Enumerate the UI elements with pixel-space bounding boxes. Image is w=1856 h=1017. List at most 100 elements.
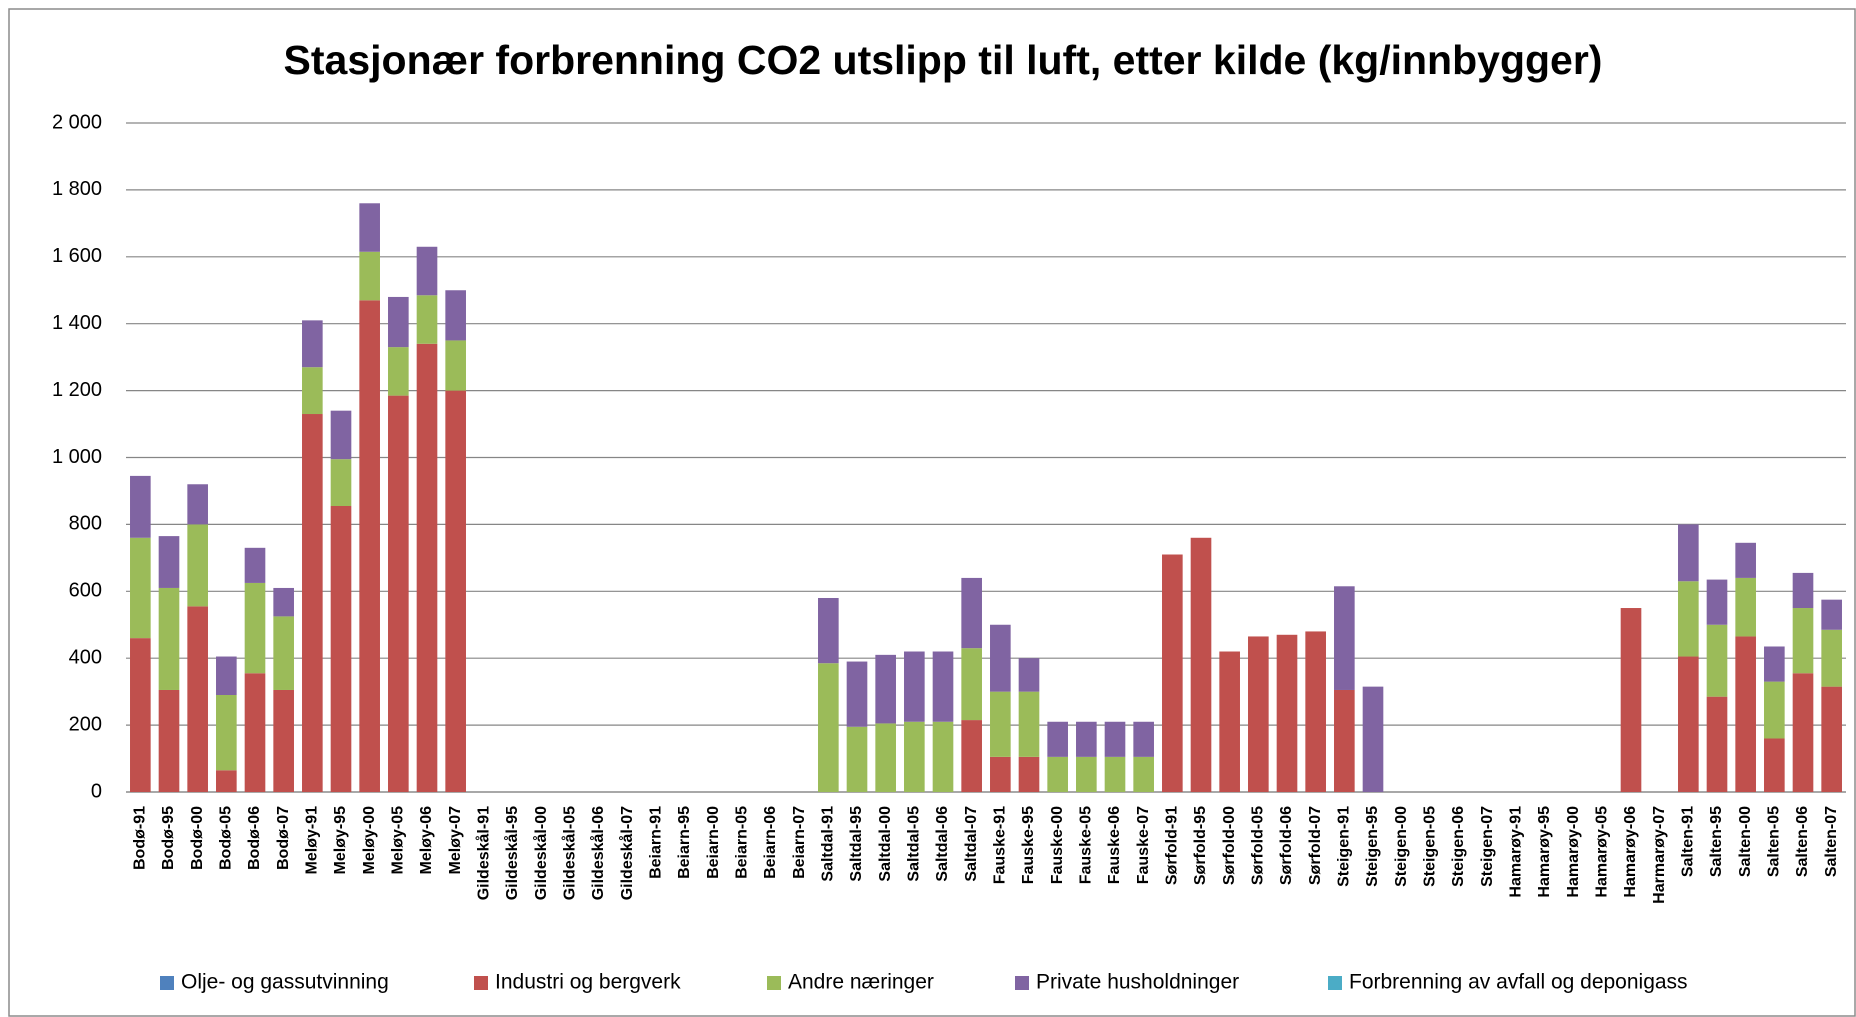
bar-segment [273, 689, 294, 792]
x-tick-label: Beiarn-05 [734, 806, 751, 879]
bar-segment [1706, 579, 1728, 625]
bar-segment [273, 587, 294, 617]
bar-segment [445, 390, 466, 792]
bar-segment [1305, 631, 1326, 792]
bar-segment [1735, 636, 1756, 792]
bar-segment [359, 251, 380, 301]
x-tick-label: Steigen-06 [1450, 806, 1467, 887]
bar-segment [1678, 524, 1699, 582]
x-tick-label: Steigen-00 [1393, 806, 1410, 887]
x-tick-label: Steigen-05 [1422, 806, 1439, 887]
x-tick-label: Salten-91 [1680, 806, 1697, 877]
x-tick-label: Saltdal-00 [877, 806, 894, 882]
bar-segment [846, 661, 868, 727]
x-tick-label: Bodø-91 [132, 806, 149, 870]
bar-segment [1821, 686, 1842, 792]
x-tick-label: Beiarn-95 [676, 806, 693, 879]
bar-segment [1047, 721, 1068, 757]
bar-segment [846, 726, 868, 792]
bar-segment [1334, 689, 1355, 792]
x-tick-label: Fauske-91 [992, 806, 1009, 884]
bar-segment [445, 290, 466, 341]
x-tick-label: Gildeskål-05 [561, 806, 579, 900]
bar-segment [302, 367, 323, 415]
bar-segment [1334, 586, 1355, 690]
bar-segment [416, 246, 438, 296]
bar-segment [1133, 756, 1154, 792]
bar-segment [158, 689, 180, 792]
bar-segment [1735, 577, 1756, 637]
legend-label: Forbrenning av avfall og deponigass [1349, 971, 1688, 994]
bar-segment [1362, 686, 1384, 792]
bar-segment [388, 395, 409, 792]
x-tick-label: Gildeskål-00 [532, 806, 550, 900]
bar-segment [1821, 629, 1842, 687]
bar-segment [990, 624, 1011, 692]
x-tick-label: Fauske-06 [1106, 806, 1123, 884]
bar-segment [1248, 636, 1269, 792]
x-tick-label: Meløy-95 [332, 806, 349, 875]
x-tick-label: Saltdal-07 [963, 806, 980, 882]
x-tick-label: Beiarn-06 [762, 806, 779, 879]
bar-segment [416, 343, 438, 792]
x-tick-label: Fauske-07 [1135, 806, 1152, 884]
bar-segment [1792, 608, 1814, 674]
bar-segment [1190, 537, 1212, 792]
bar-segment [330, 506, 352, 792]
bar-segment [1018, 756, 1040, 792]
x-tick-label: Hamarøy-05 [1594, 806, 1611, 898]
bar-segment [875, 723, 896, 792]
x-tick-label: Sørfold-95 [1192, 806, 1209, 885]
bar-segment [302, 414, 323, 792]
y-tick-label: 1 800 [52, 178, 102, 200]
x-tick-label: Salten-00 [1737, 806, 1754, 877]
x-tick-label: Saltdal-05 [906, 806, 923, 882]
y-tick-label: 1 400 [52, 312, 102, 334]
x-tick-label: Gildeskål-06 [589, 806, 607, 900]
bar-segment [1076, 721, 1097, 757]
legend-swatch [474, 976, 488, 990]
bar-segment [818, 597, 839, 664]
x-tick-label: Salten-05 [1766, 806, 1783, 877]
bar-segment [445, 340, 466, 391]
legend-swatch [767, 976, 781, 990]
bar-segment [932, 651, 954, 722]
x-tick-label: Sørfold-05 [1250, 806, 1267, 885]
legend-label: Olje- og gassutvinning [181, 971, 389, 994]
x-tick-label: Meløy-05 [390, 806, 407, 875]
x-tick-label: Saltdal-91 [820, 806, 837, 882]
bar-segment [904, 721, 925, 792]
y-tick-label: 2 000 [52, 111, 102, 133]
bar-segment [1620, 608, 1642, 792]
bar-segment [1764, 681, 1785, 739]
bar-segment [187, 606, 208, 792]
bar-segment [187, 524, 208, 607]
bar-segment [158, 536, 180, 588]
y-tick-label: 400 [69, 646, 102, 668]
x-tick-label: Beiarn-07 [791, 806, 808, 879]
legend-label: Private husholdninger [1036, 971, 1239, 994]
bar-segment [1076, 756, 1097, 792]
x-tick-label: Fauske-00 [1049, 806, 1066, 884]
x-tick-label: Bodø-00 [189, 806, 206, 870]
bar-segment [1792, 572, 1814, 609]
bar-segment [1792, 673, 1814, 792]
x-tick-label: Gildeskål-91 [475, 806, 493, 900]
bar-segment [990, 691, 1011, 757]
bar-segment [216, 694, 237, 771]
bar-segment [1678, 581, 1699, 657]
bar-segment [158, 587, 180, 690]
x-tick-label: Hamarøy-00 [1565, 806, 1582, 898]
y-tick-label: 800 [69, 513, 102, 535]
bar-segment [359, 203, 380, 252]
x-tick-label: Salten-95 [1708, 806, 1725, 877]
x-tick-label: Saltdal-95 [848, 806, 865, 882]
bar-segment [1821, 599, 1842, 630]
x-tick-label: Beiarn-91 [648, 806, 665, 879]
bar-segment [1104, 756, 1126, 792]
bar-segment [1706, 624, 1728, 697]
bar-segment [961, 720, 982, 792]
x-tick-label: Sørfold-06 [1278, 806, 1295, 885]
bar-segment [961, 577, 982, 649]
